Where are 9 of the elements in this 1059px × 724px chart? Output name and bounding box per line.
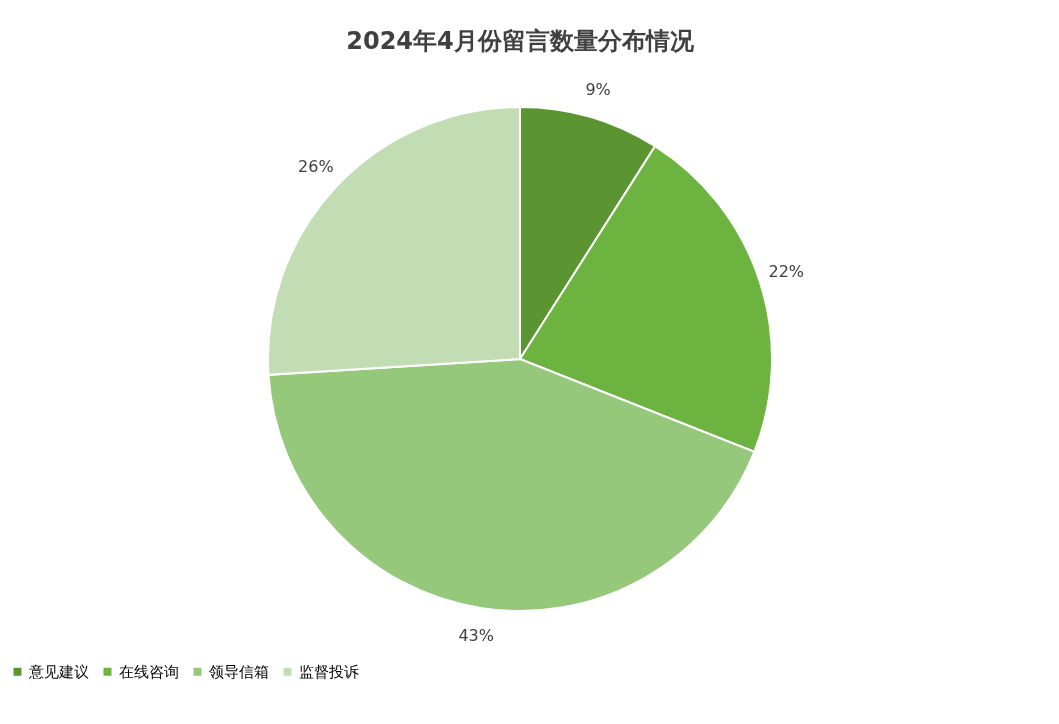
data-label: 22% xyxy=(768,262,805,282)
legend-label: 意见建议 xyxy=(28,662,89,681)
legend-label: 在线咨询 xyxy=(119,662,179,681)
data-label: 43% xyxy=(458,625,494,645)
legend-label: 领导信箱 xyxy=(209,662,269,681)
data-label: 9% xyxy=(585,80,611,100)
legend-label: 监督投诉 xyxy=(299,662,359,681)
chart-title: 2024年4月份留言数量分布情况 xyxy=(346,27,695,55)
data-label: 26% xyxy=(298,157,334,177)
